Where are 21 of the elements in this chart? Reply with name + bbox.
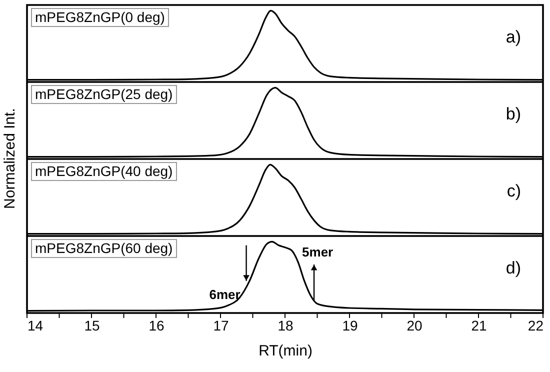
chart-title: mPEG8ZnGP(0 deg) [31,8,169,27]
chart-title: mPEG8ZnGP(25 deg) [31,85,177,104]
annotation: d) [506,258,521,278]
x-tick-label: 17 [213,318,229,334]
x-tick-label: 15 [84,318,100,334]
x-tick-label: 20 [406,318,422,334]
x-axis-title: RT(min) [258,342,312,360]
x-tick-label: 18 [278,318,294,334]
y-axis-title: Normalized Int. [2,107,18,211]
x-tick-label: 22 [528,318,544,334]
x-tick-label: 19 [342,318,358,334]
chart-title: mPEG8ZnGP(40 deg) [31,162,177,181]
x-tick-label: 14 [28,318,44,334]
annotation: 5mer [302,244,334,260]
x-tick-label: 16 [148,318,164,334]
annotation: b) [506,104,521,124]
annotation: 6mer [209,286,240,302]
annotation: a) [506,27,521,46]
chart-title: mPEG8ZnGP(60 deg) [31,239,177,258]
x-tick-label: 21 [471,318,487,334]
annotation: c) [506,181,521,200]
